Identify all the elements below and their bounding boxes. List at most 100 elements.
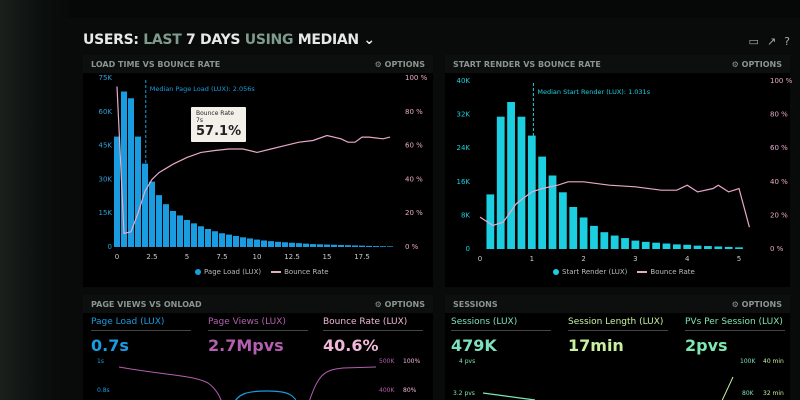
- bar: [232, 235, 240, 247]
- bar: [204, 228, 212, 247]
- bar: [621, 238, 629, 249]
- bar: [148, 181, 156, 247]
- bar: [316, 244, 324, 247]
- x-tick-label: 2.5: [146, 253, 157, 261]
- help-icon[interactable]: ?: [784, 35, 790, 48]
- kpi-label: PVs Per Session (LUX): [685, 317, 785, 331]
- header-icons: ▭ ↗ ?: [749, 35, 790, 48]
- y-tick-label: 40K: [457, 77, 471, 85]
- options-button[interactable]: ⚙ OPTIONS: [375, 60, 425, 69]
- median-label: Median Page Load (LUX): 2.056s: [150, 85, 256, 93]
- y2-tick-label: 80 %: [405, 108, 423, 116]
- kpi-value: 17min: [568, 336, 624, 355]
- kpi-label: Page Views (LUX): [208, 317, 308, 331]
- options-button[interactable]: ⚙ OPTIONS: [375, 300, 425, 309]
- bar: [295, 243, 303, 247]
- x-tick-label: 0: [478, 255, 482, 263]
- bar: [281, 242, 289, 247]
- axis-tick: 3.2 pvs: [453, 390, 475, 397]
- y2-tick-label: 40 %: [770, 178, 788, 186]
- bar: [517, 116, 526, 249]
- y2-tick-label: 0 %: [405, 243, 419, 251]
- legend: Page Load (LUX) Bounce Rate: [195, 268, 329, 276]
- title-metric[interactable]: MEDIAN: [297, 32, 359, 48]
- x-tick-label: 17.5: [354, 253, 370, 261]
- y-tick-label: 32K: [457, 111, 471, 119]
- y-tick-label: 60K: [99, 108, 113, 116]
- y2-tick-label: 100 %: [770, 77, 793, 85]
- y2-tick-label: 20 %: [770, 211, 788, 219]
- gear-icon: ⚙: [374, 60, 382, 69]
- bar: [197, 226, 205, 247]
- gear-icon: ⚙: [374, 300, 382, 309]
- x-tick-label: 5: [737, 255, 741, 263]
- legend-bars[interactable]: Page Load (LUX): [195, 268, 261, 276]
- tooltip-label: Bounce Rate: [196, 110, 235, 117]
- x-tick-label: 15: [323, 253, 332, 261]
- load-time-panel: LOAD TIME VS BOUNCE RATE ⚙ OPTIONS: [83, 55, 433, 287]
- bar: [323, 244, 331, 247]
- share-icon[interactable]: ↗: [766, 35, 777, 48]
- bar: [239, 237, 247, 247]
- y-tick-label: 75K: [99, 74, 113, 82]
- chevron-down-icon[interactable]: ⌄: [363, 32, 375, 48]
- y2-tick-label: 80 %: [770, 111, 788, 119]
- bounce-rate-line: [116, 86, 391, 235]
- bar: [714, 246, 723, 249]
- monitor-icon[interactable]: ▭: [748, 35, 759, 48]
- y2-tick-label: 100 %: [405, 74, 428, 82]
- kpi-value: 0.7s: [91, 336, 129, 355]
- bar: [704, 246, 712, 249]
- axis-tick: 80%: [403, 387, 417, 394]
- gear-icon: ⚙: [731, 300, 739, 309]
- bar: [344, 245, 352, 247]
- y2-tick-label: 60 %: [770, 144, 788, 152]
- axis-tick: 0.8s: [97, 387, 110, 394]
- legend-label: Bounce Rate: [650, 268, 695, 276]
- axis-tick: 500K: [379, 358, 395, 365]
- kpi-page-views: Page Views (LUX) 2.7Mpvs: [208, 317, 308, 355]
- options-label: OPTIONS: [741, 300, 782, 309]
- bar: [337, 244, 345, 247]
- legend-line[interactable]: Bounce Rate: [637, 268, 695, 276]
- legend-line[interactable]: Bounce Rate: [271, 268, 329, 276]
- kpi-value: 2pvs: [685, 336, 728, 355]
- bar: [386, 246, 394, 247]
- bar: [631, 240, 640, 249]
- sessions-panel: SESSIONS ⚙ OPTIONS Sessions (LUX) 479K Se…: [445, 295, 790, 400]
- bar: [610, 235, 619, 249]
- options-label: OPTIONS: [741, 60, 782, 69]
- legend-label: Bounce Rate: [284, 268, 329, 276]
- bar: [600, 232, 609, 249]
- axis-tick: 32 min: [763, 390, 784, 397]
- bar: [538, 156, 547, 249]
- page-views-panel: PAGE VIEWS VS ONLOAD ⚙ OPTIONS Page Load…: [83, 295, 433, 400]
- bar: [253, 239, 261, 247]
- panel-title: START RENDER VS BOUNCE RATE: [453, 60, 601, 69]
- options-button[interactable]: ⚙ OPTIONS: [732, 300, 782, 309]
- page-title[interactable]: USERS: LAST 7 DAYS USING MEDIAN ⌄: [83, 32, 375, 48]
- kpi-label: Page Load (LUX): [91, 317, 191, 331]
- x-tick-label: 10: [253, 253, 262, 261]
- bar: [141, 163, 149, 247]
- x-tick-label: 12.5: [284, 253, 300, 261]
- kpi-value: 40.6%: [323, 336, 379, 355]
- kpi-page-load: Page Load (LUX) 0.7s: [91, 317, 191, 355]
- median-label: Median Start Render (LUX): 1.031s: [537, 88, 650, 96]
- x-tick-label: 0: [115, 253, 119, 261]
- y-tick-label: 15K: [99, 209, 113, 217]
- bar: [693, 245, 702, 249]
- bar: [302, 243, 310, 247]
- options-label: OPTIONS: [384, 60, 425, 69]
- bar: [225, 234, 233, 247]
- bar: [134, 136, 142, 247]
- options-button[interactable]: ⚙ OPTIONS: [732, 60, 782, 69]
- kpi-label: Sessions (LUX): [451, 317, 551, 331]
- legend-bars[interactable]: Start Render (LUX): [553, 268, 627, 276]
- x-tick-label: 3: [633, 255, 637, 263]
- options-label: OPTIONS: [384, 300, 425, 309]
- title-range[interactable]: 7 DAYS: [186, 32, 241, 48]
- y2-tick-label: 60 %: [405, 142, 423, 150]
- x-tick-label: 4: [685, 255, 690, 263]
- page-views-lines: [118, 366, 377, 400]
